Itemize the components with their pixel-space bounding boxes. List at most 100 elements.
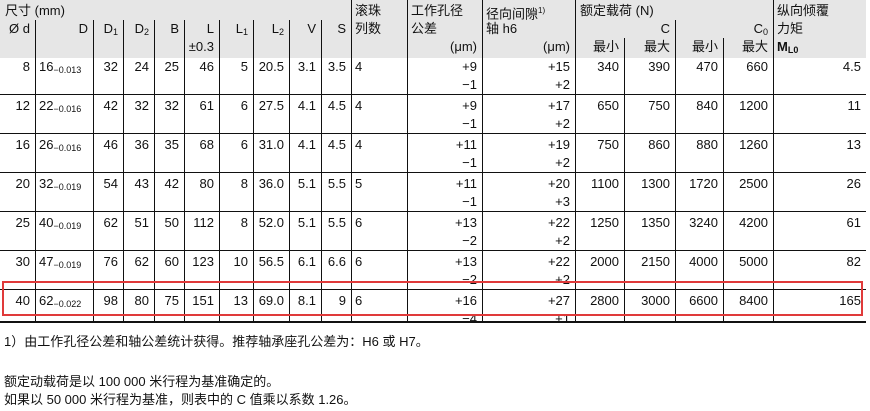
cell-tol-lower: −1 (462, 77, 477, 92)
cell-d: 40 (15, 293, 30, 308)
cell-clearance-lower: +2 (555, 272, 570, 287)
col-bore-tolerance-2: 公差 (411, 21, 438, 36)
cell-clearance-upper: +22 (547, 215, 570, 230)
cell-L1: 10 (233, 254, 248, 269)
cell-L2: 56.5 (258, 254, 284, 269)
cell-clearance-upper: +22 (547, 254, 570, 269)
load-group-label: 额定载荷 (N) (580, 3, 654, 18)
cell-m: 13 (846, 137, 861, 152)
cell-c0-max: 2500 (739, 176, 768, 191)
cell-c-max: 2150 (641, 254, 670, 269)
col-min: 最小 (592, 39, 619, 54)
col-L: L (206, 21, 214, 36)
cell-c0-min: 4000 (689, 254, 718, 269)
column-divider (482, 0, 483, 322)
cell-L2: 52.0 (258, 215, 284, 230)
cell-c0-min: 3240 (689, 215, 718, 230)
column-divider (35, 20, 36, 322)
cell-L: 46 (199, 59, 214, 74)
cell-c-max: 750 (648, 98, 670, 113)
cell-ball-rows: 4 (355, 98, 363, 113)
cell-V: 3.1 (297, 59, 316, 74)
footnote-1: 1）由工作孔径公差和轴公差统计获得。推荐轴承座孔公差为：H6 或 H7。 (4, 334, 429, 349)
column-divider (773, 0, 774, 322)
cell-L1: 8 (240, 176, 248, 191)
column-divider (675, 20, 676, 322)
cell-ball-rows: 6 (355, 254, 363, 269)
cell-D: 62−0.022 (39, 293, 82, 309)
col-S: S (337, 21, 346, 36)
cell-D2: 43 (134, 176, 149, 191)
cell-c-min: 2800 (590, 293, 619, 308)
cell-D2: 24 (134, 59, 149, 74)
cell-D: 22−0.016 (39, 98, 82, 114)
row-divider (0, 172, 866, 173)
cell-c-max: 390 (648, 59, 670, 74)
column-divider (321, 20, 322, 322)
col-bore-tolerance: 工作孔径 (411, 3, 464, 18)
cell-D: 32−0.019 (39, 176, 82, 192)
col-V: V (307, 21, 316, 36)
cell-D1: 76 (103, 254, 118, 269)
cell-L2: 69.0 (258, 293, 284, 308)
row-divider (0, 133, 866, 134)
row-divider (0, 94, 866, 95)
cell-L1: 6 (240, 98, 248, 113)
row-divider (0, 211, 866, 212)
cell-c-max: 3000 (641, 293, 670, 308)
table-bottom-rule (0, 321, 866, 323)
footnote-3: 如果以 50 000 米行程为基准，则表中的 C 值乘以系数 1.26。 (4, 392, 357, 407)
cell-V: 6.1 (297, 254, 316, 269)
column-divider (624, 38, 625, 322)
cell-ball-rows: 6 (355, 293, 363, 308)
cell-L: 151 (192, 293, 214, 308)
col-d: Ø d (9, 21, 30, 36)
cell-L1: 8 (240, 215, 248, 230)
column-divider (351, 0, 352, 322)
cell-c0-min: 1720 (689, 176, 718, 191)
cell-tol-upper: +9 (462, 98, 477, 113)
cell-m: 4.5 (842, 59, 861, 74)
cell-clearance-lower: +2 (555, 233, 570, 248)
column-divider (289, 20, 290, 322)
cell-D2: 62 (134, 254, 149, 269)
cell-d: 12 (15, 98, 30, 113)
col-bore-tolerance-unit: (μm) (450, 39, 477, 54)
cell-B: 75 (164, 293, 179, 308)
cell-V: 5.1 (297, 176, 316, 191)
cell-B: 32 (164, 98, 179, 113)
cell-L2: 20.5 (258, 59, 284, 74)
cell-m: 11 (847, 98, 862, 113)
cell-B: 42 (164, 176, 179, 191)
cell-D: 26−0.016 (39, 137, 82, 153)
cell-B: 60 (164, 254, 179, 269)
cell-clearance-lower: +2 (555, 77, 570, 92)
cell-ball-rows: 6 (355, 215, 363, 230)
col-C: C (660, 21, 670, 36)
cell-D2: 51 (134, 215, 149, 230)
cell-L: 112 (193, 215, 214, 230)
cell-S: 4.5 (327, 137, 346, 152)
dimensions-group-label: 尺寸 (mm) (5, 3, 65, 18)
cell-D1: 42 (103, 98, 118, 113)
cell-c-min: 1100 (591, 176, 619, 191)
col-D2: D2 (134, 21, 149, 37)
column-divider (93, 20, 94, 322)
cell-c-max: 1350 (641, 215, 670, 230)
cell-ball-rows: 4 (355, 59, 363, 74)
col-clearance: 径向间隙1) (486, 6, 546, 22)
cell-B: 35 (164, 137, 179, 152)
column-divider (253, 20, 254, 322)
cell-c0-max: 8400 (739, 293, 768, 308)
cell-L2: 31.0 (258, 137, 284, 152)
cell-clearance-upper: +17 (547, 98, 570, 113)
cell-D: 47−0.019 (39, 254, 82, 270)
cell-c0-max: 1260 (739, 137, 768, 152)
col-B: B (170, 21, 179, 36)
col-clearance-unit: (μm) (543, 39, 570, 54)
cell-c-min: 2000 (590, 254, 619, 269)
cell-D1: 32 (103, 59, 118, 74)
cell-m: 61 (846, 215, 861, 230)
cell-B: 50 (164, 215, 179, 230)
cell-clearance-lower: +2 (555, 155, 570, 170)
